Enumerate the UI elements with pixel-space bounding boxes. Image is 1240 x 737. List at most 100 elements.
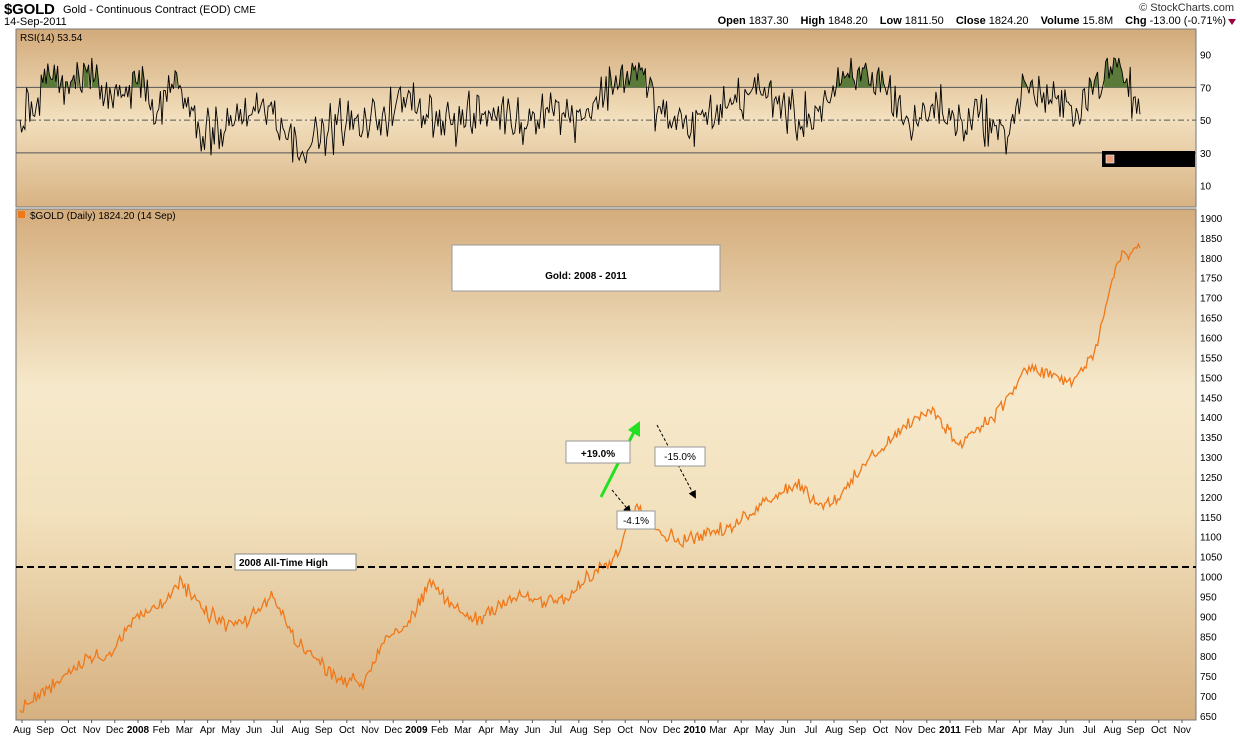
price-tick-label: 1550 xyxy=(1200,353,1223,364)
price-tick-label: 700 xyxy=(1200,692,1217,703)
price-tick-label: 1300 xyxy=(1200,453,1223,464)
x-tick-label: May xyxy=(1033,725,1052,736)
x-tick-label: Jun xyxy=(246,725,262,736)
description-text: Gold - Continuous Contract (EOD) xyxy=(63,4,231,16)
x-tick-label: Nov xyxy=(1173,725,1191,736)
high-label: High xyxy=(800,15,825,27)
price-tick-label: 1050 xyxy=(1200,553,1223,564)
price-tick-label: 1100 xyxy=(1200,533,1222,544)
x-tick-label: Aug xyxy=(292,725,310,736)
igold-badge xyxy=(1102,151,1195,167)
x-tick-label: Jul xyxy=(549,725,562,736)
ohlc-readout: Open 1837.30 High 1848.20 Low 1811.50 Close… xyxy=(718,15,1226,27)
price-tick-label: 650 xyxy=(1200,712,1217,723)
x-tick-label: Mar xyxy=(454,725,472,736)
price-tick-label: 1850 xyxy=(1200,234,1223,245)
rsi-overbought-fill xyxy=(65,81,68,88)
down-annotation-1-label: -4.1% xyxy=(623,516,649,527)
x-tick-label: Apr xyxy=(733,725,749,736)
price-tick-label: 750 xyxy=(1200,672,1217,683)
volume-label: Volume xyxy=(1040,15,1080,27)
ath-label: 2008 All-Time High xyxy=(239,558,328,569)
x-tick-label: Jun xyxy=(524,725,540,736)
x-tick-label: Mar xyxy=(709,725,727,736)
x-tick-label: Dec xyxy=(106,725,124,736)
price-tick-label: 800 xyxy=(1200,652,1217,663)
rsi-overbought-fill xyxy=(625,62,646,88)
chg-label: Chg xyxy=(1125,15,1147,27)
x-tick-label: Aug xyxy=(13,725,31,736)
up-annotation-label: +19.0% xyxy=(581,449,615,460)
x-tick-label: Apr xyxy=(478,725,494,736)
price-tick-label: 1650 xyxy=(1200,314,1223,325)
x-tick-label: Aug xyxy=(1104,725,1122,736)
down-annotation-2-box xyxy=(654,446,706,467)
x-tick-label: Sep xyxy=(315,725,333,736)
symbol-description: Gold - Continuous Contract (EOD) CME xyxy=(63,4,256,16)
x-tick-label: Nov xyxy=(361,725,379,736)
rsi-overbought-fill xyxy=(650,77,652,88)
x-tick-label: Feb xyxy=(153,725,171,736)
price-plot-area xyxy=(15,208,1197,721)
x-tick-label: Feb xyxy=(965,725,983,736)
down-triangle-icon xyxy=(1228,19,1236,25)
gold-price-line xyxy=(19,242,1141,713)
x-tick-label: Apr xyxy=(1012,725,1028,736)
x-tick-label: Aug xyxy=(570,725,588,736)
low-value: 1811.50 xyxy=(904,15,944,27)
exchange-text: CME xyxy=(233,5,256,16)
x-axis: Aug Sep Oct Nov Dec 2008 Feb Mar Apr May Jun Jul Aug… xyxy=(13,720,1191,736)
rsi-tick-label: 70 xyxy=(1200,83,1212,94)
rsi-overbought-fill xyxy=(1104,57,1127,88)
x-tick-label: Jun xyxy=(1058,725,1074,736)
badge-square-icon xyxy=(1105,154,1115,164)
x-tick-label: May xyxy=(221,725,240,736)
high-value: 1848.20 xyxy=(827,15,868,27)
brand-link[interactable]: © StockCharts.com xyxy=(1139,2,1234,14)
down-annotation-1-box xyxy=(616,510,656,530)
x-tick-label: Oct xyxy=(1151,725,1167,736)
close-label: Close xyxy=(955,15,986,27)
rsi-overbought-fill xyxy=(1089,77,1091,88)
price-tick-label: 1700 xyxy=(1200,294,1223,305)
price-tick-label: 1250 xyxy=(1200,473,1223,484)
price-tick-label: 1500 xyxy=(1200,373,1223,384)
price-tick-label: 1800 xyxy=(1200,254,1223,265)
price-tick-label: 900 xyxy=(1200,612,1217,623)
symbol-title: $GOLD xyxy=(4,1,55,18)
x-tick-label: May xyxy=(755,725,774,736)
x-tick-label: Oct xyxy=(617,725,633,736)
up-annotation-box xyxy=(565,440,631,464)
price-tick-label: 1150 xyxy=(1200,513,1222,524)
price-panel: 1900 1850 1800 1750 1700 1650 1600 1550 1500 1450… xyxy=(15,208,1223,723)
x-tick-label: Jul xyxy=(271,725,284,736)
series-legend-swatch xyxy=(18,211,25,218)
x-tick-label: Dec xyxy=(384,725,402,736)
x-tick-label: Dec xyxy=(918,725,936,736)
rsi-overbought-fill xyxy=(1094,71,1098,88)
price-tick-label: 1000 xyxy=(1200,573,1223,584)
chart-title-box xyxy=(451,244,721,292)
quote-date: 14-Sep-2011 xyxy=(4,16,67,28)
price-tick-label: 1750 xyxy=(1200,274,1223,285)
x-tick-label: Apr xyxy=(200,725,216,736)
x-tick-label: Jul xyxy=(804,725,817,736)
price-label: $GOLD (Daily) 1824.20 (14 Sep) xyxy=(30,211,176,222)
x-tick-label: Sep xyxy=(1127,725,1145,736)
x-tick-label: Oct xyxy=(339,725,355,736)
rsi-overbought-fill xyxy=(1022,73,1028,88)
x-tick-label: Sep xyxy=(593,725,611,736)
x-tick-label: Mar xyxy=(176,725,194,736)
volume-value: 15.8M xyxy=(1082,15,1114,27)
x-tick-label: Mar xyxy=(988,725,1006,736)
ath-label-box xyxy=(234,553,357,571)
price-tick-label: 1200 xyxy=(1200,493,1223,504)
price-tick-label: 1600 xyxy=(1200,333,1223,344)
rsi-line xyxy=(19,57,1141,164)
down-annotation-2-label: -15.0% xyxy=(664,452,696,463)
close-value: 1824.20 xyxy=(988,15,1029,27)
x-tick-label: 2009 xyxy=(405,725,428,736)
rsi-overbought-fill xyxy=(175,70,177,88)
x-tick-label: May xyxy=(500,725,519,736)
